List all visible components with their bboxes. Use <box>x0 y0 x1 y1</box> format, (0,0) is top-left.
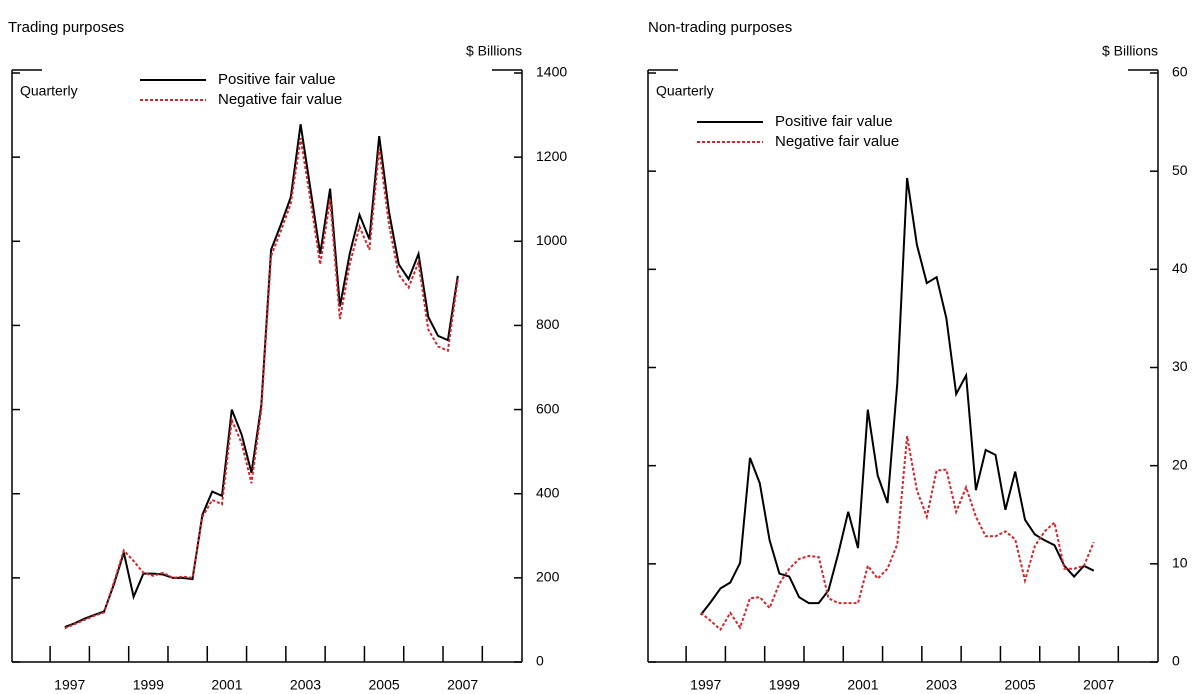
x-tick-label: 1999 <box>769 677 800 693</box>
y-tick-label: 40 <box>1172 260 1188 276</box>
series-line <box>64 124 459 629</box>
x-tick-label: 2005 <box>369 677 400 693</box>
x-tick-label: 2003 <box>290 677 321 693</box>
y-tick-label: 1000 <box>536 232 567 248</box>
x-tick-label: 2007 <box>447 677 478 693</box>
y-tick-label: 60 <box>1172 64 1188 80</box>
chart-title: Trading purposes <box>8 19 124 36</box>
legend-label: Negative fair value <box>218 91 342 108</box>
frequency-label: Quarterly <box>20 83 78 99</box>
chart-title: Non-trading purposes <box>648 19 792 36</box>
x-tick-label: 2001 <box>847 677 878 693</box>
legend-label: Negative fair value <box>775 133 899 150</box>
series-line <box>64 138 459 630</box>
y-tick-label: 50 <box>1172 162 1188 178</box>
y-tick-label: 400 <box>536 484 560 500</box>
unit-label: $ Billions <box>466 43 522 59</box>
x-tick-label: 2003 <box>926 677 957 693</box>
unit-label: $ Billions <box>1102 43 1158 59</box>
x-tick-label: 2007 <box>1083 677 1114 693</box>
y-tick-label: 0 <box>536 653 544 669</box>
y-tick-label: 1400 <box>536 64 567 80</box>
frequency-label: Quarterly <box>656 83 714 99</box>
legend-label: Positive fair value <box>775 113 893 130</box>
y-tick-label: 10 <box>1172 555 1188 571</box>
x-tick-label: 1999 <box>133 677 164 693</box>
series-line <box>700 177 1095 616</box>
x-tick-label: 2005 <box>1005 677 1036 693</box>
x-tick-label: 1997 <box>690 677 721 693</box>
x-tick-label: 1997 <box>54 677 85 693</box>
y-tick-label: 1200 <box>536 148 567 164</box>
legend-label: Positive fair value <box>218 71 336 88</box>
y-tick-label: 200 <box>536 569 560 585</box>
y-tick-label: 600 <box>536 400 560 416</box>
y-tick-label: 0 <box>1172 653 1180 669</box>
y-tick-label: 30 <box>1172 358 1188 374</box>
y-tick-label: 20 <box>1172 456 1188 472</box>
x-tick-label: 2001 <box>211 677 242 693</box>
y-tick-label: 800 <box>536 316 560 332</box>
